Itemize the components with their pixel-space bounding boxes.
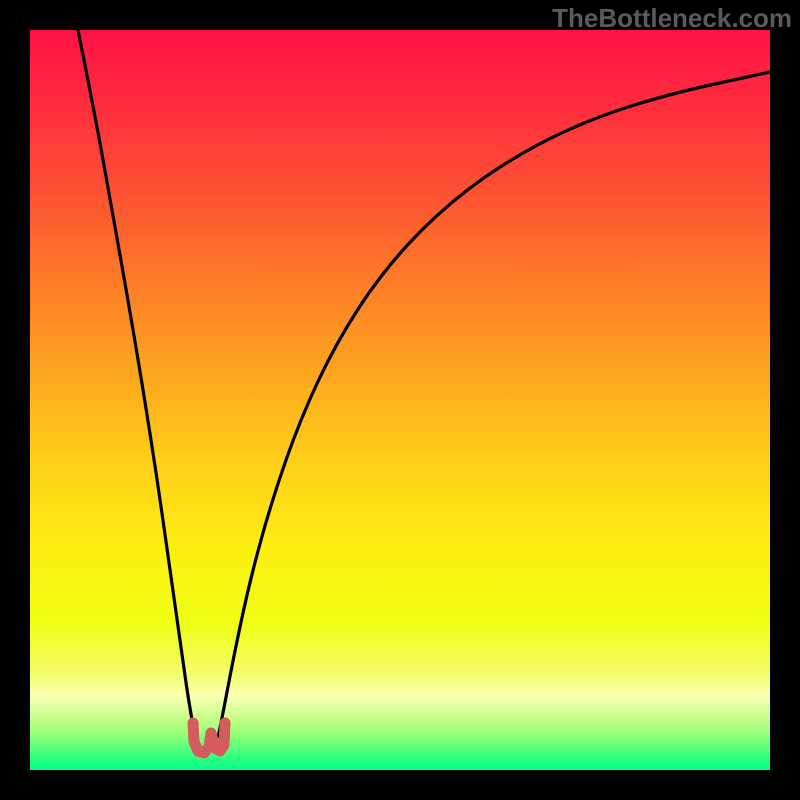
bottleneck-chart [0, 0, 800, 800]
attribution-label[interactable]: TheBottleneck.com [552, 3, 792, 34]
plot-background [30, 30, 770, 770]
chart-container: TheBottleneck.com [0, 0, 800, 800]
